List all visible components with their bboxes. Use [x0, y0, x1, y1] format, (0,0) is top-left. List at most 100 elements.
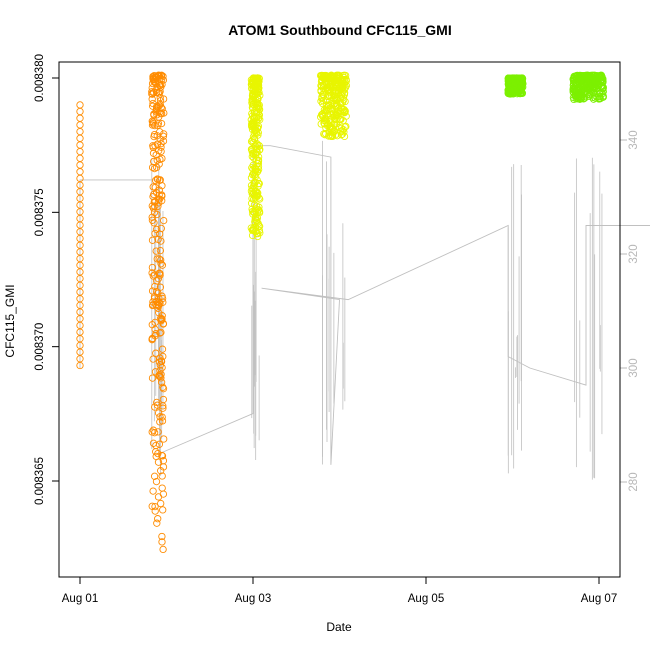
data-point — [155, 301, 163, 309]
data-point — [159, 137, 168, 145]
data-point — [149, 439, 158, 447]
data-point — [148, 90, 156, 98]
data-point — [153, 255, 161, 263]
data-point — [255, 111, 264, 119]
data-point — [342, 81, 351, 90]
data-point — [254, 206, 262, 215]
series-5 — [569, 71, 607, 104]
data-point — [152, 287, 161, 296]
data-point — [341, 81, 349, 89]
data-point — [248, 231, 257, 240]
data-point — [326, 123, 335, 131]
data-point — [253, 232, 262, 241]
data-point — [569, 84, 578, 92]
data-point — [152, 477, 161, 486]
data-point — [156, 128, 164, 136]
data-point — [320, 72, 328, 80]
data-point — [251, 90, 259, 99]
data-point — [159, 545, 167, 554]
data-point — [504, 77, 512, 85]
data-point — [332, 73, 341, 82]
data-point — [254, 112, 262, 120]
data-points — [76, 71, 607, 554]
data-point — [152, 151, 160, 159]
data-point — [595, 95, 603, 103]
data-point — [148, 163, 157, 172]
y-axis-label: CFC115_GMI — [3, 284, 17, 357]
data-point — [149, 183, 157, 191]
data-point — [153, 519, 161, 527]
series-0 — [76, 101, 84, 370]
data-point — [160, 130, 168, 138]
data-point — [333, 108, 341, 116]
data-point — [157, 143, 165, 151]
data-point — [150, 208, 159, 217]
chart-title: ATOM1 Southbound CFC115_GMI — [228, 22, 452, 38]
data-point — [157, 328, 165, 337]
x-tick-label: Aug 03 — [235, 593, 271, 605]
data-point — [250, 107, 259, 115]
data-point — [318, 110, 327, 118]
data-point — [247, 145, 256, 154]
data-point — [154, 175, 162, 184]
data-point — [76, 127, 84, 136]
data-point — [516, 87, 524, 95]
data-point — [153, 398, 161, 407]
data-point — [156, 246, 165, 255]
data-point — [156, 354, 164, 362]
data-point — [154, 493, 163, 501]
data-point — [159, 395, 168, 404]
data-point — [329, 125, 337, 134]
data-point — [153, 401, 162, 409]
data-point — [159, 385, 168, 393]
data-point — [152, 329, 160, 338]
data-point — [150, 472, 159, 480]
data-point — [249, 74, 258, 82]
data-point — [250, 195, 258, 203]
data-point — [255, 142, 263, 150]
data-point — [577, 86, 585, 94]
data-point — [148, 121, 157, 129]
data-point — [153, 132, 161, 140]
data-point — [320, 119, 328, 127]
data-point — [335, 84, 343, 92]
data-point — [158, 261, 167, 269]
data-point — [581, 77, 589, 85]
y-tick-label: 0.008370 — [34, 323, 46, 371]
data-point — [76, 121, 84, 129]
data-point — [337, 75, 346, 83]
data-point — [149, 118, 157, 126]
data-point — [158, 472, 166, 480]
data-point — [159, 95, 168, 103]
secondary-series-line — [79, 140, 650, 480]
data-point — [327, 132, 335, 140]
data-point — [157, 71, 166, 79]
data-point — [256, 229, 264, 237]
data-point — [158, 191, 166, 199]
data-point — [332, 116, 340, 124]
data-point — [151, 75, 159, 83]
data-point — [342, 112, 350, 120]
x-axis-label: Date — [326, 620, 352, 634]
data-point — [324, 72, 332, 80]
series-4 — [504, 74, 527, 98]
data-point — [327, 111, 335, 119]
data-point — [251, 215, 259, 223]
y-tick-label: 0.008380 — [34, 54, 46, 102]
data-point — [76, 134, 84, 142]
data-point — [148, 263, 157, 272]
data-point — [340, 132, 349, 141]
data-point — [155, 255, 163, 263]
data-point — [160, 216, 168, 225]
x-tick-label: Aug 05 — [408, 593, 444, 605]
x-tick-label: Aug 07 — [581, 593, 617, 605]
data-point — [154, 235, 162, 244]
data-point — [254, 179, 263, 188]
data-point — [250, 135, 259, 143]
data-point — [159, 72, 167, 80]
data-point — [158, 363, 166, 372]
data-point — [583, 90, 591, 98]
data-point — [156, 413, 164, 421]
data-point — [76, 147, 84, 156]
data-point — [156, 372, 164, 381]
